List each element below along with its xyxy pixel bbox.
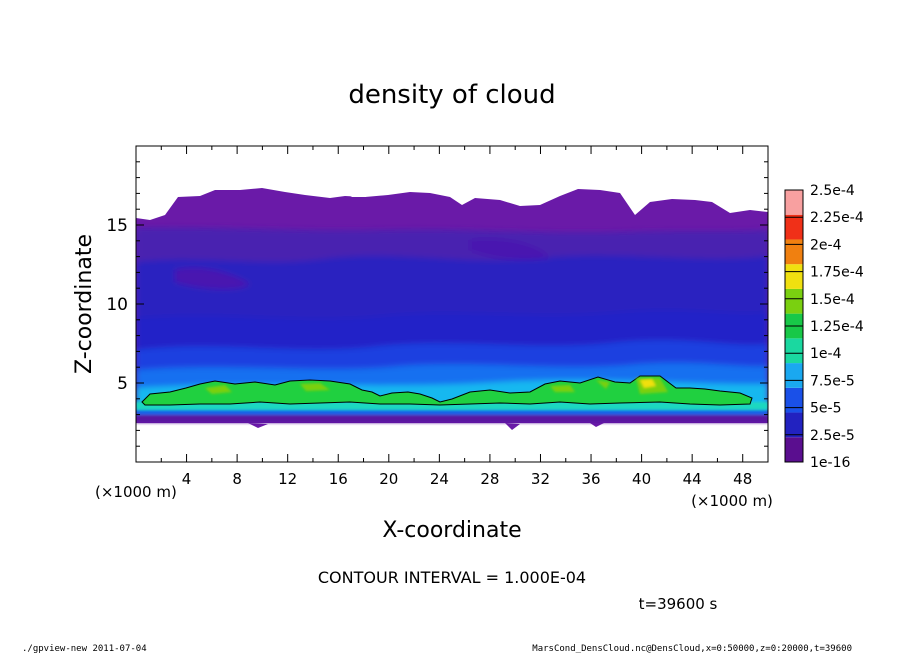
- cloud-gap: [698, 173, 722, 187]
- y-unit-label-secondary: (×1000 m): [691, 492, 773, 510]
- y-tick-label: 15: [106, 216, 128, 236]
- x-tick-label: 48: [733, 470, 752, 488]
- colorbar-swatch: [785, 363, 803, 388]
- colorbar-swatch: [785, 412, 803, 438]
- colorbar-swatch: [785, 264, 803, 289]
- footer-right: MarsCond_DensCloud.nc@DensCloud,x=0:5000…: [532, 644, 852, 654]
- colorbar-swatch: [785, 437, 803, 462]
- colorbar-label: 1e-16: [810, 455, 850, 471]
- x-axis-label: X-coordinate: [382, 518, 521, 543]
- y-axis-label: Z-coordinate: [72, 234, 97, 374]
- colorbar-label: 2.5e-4: [810, 183, 855, 199]
- colorbar-swatch: [785, 387, 803, 413]
- colorbar-label: 1e-4: [810, 346, 842, 362]
- x-tick-label: 36: [581, 470, 600, 488]
- y-axis: 5 10 15: [106, 161, 768, 447]
- y-tick-label: 5: [117, 374, 128, 394]
- colorbar-swatch: [785, 214, 803, 240]
- x-tick-label: 24: [430, 470, 449, 488]
- colorbar-swatch: [785, 338, 803, 364]
- x-tick-label: 12: [278, 470, 297, 488]
- colorbar-label: 1.25e-4: [810, 319, 864, 335]
- contour-interval-text: CONTOUR INTERVAL = 1.000E-04: [318, 568, 586, 587]
- x-tick-label: 8: [232, 470, 242, 488]
- x-unit-label: (×1000 m): [95, 483, 177, 501]
- colorbar-label: 7.5e-5: [810, 373, 855, 389]
- chart-title: density of cloud: [348, 80, 555, 110]
- footer-left: ./gpview-new 2011-07-04: [22, 644, 147, 654]
- x-tick-label: 28: [480, 470, 499, 488]
- colorbar-label: 2.5e-5: [810, 428, 855, 444]
- x-tick-label: 4: [182, 470, 192, 488]
- heatmap-field: [136, 146, 768, 462]
- colorbar-label: 1.5e-4: [810, 292, 855, 308]
- time-label: t=39600 s: [639, 595, 718, 613]
- colorbar-swatch: [785, 239, 803, 265]
- colorbar-label: 2.25e-4: [810, 210, 864, 226]
- colorbar-swatch: [785, 288, 803, 314]
- y-tick-label: 10: [106, 295, 128, 315]
- colorbar: 1e-16 2.5e-5 5e-5 7.5e-5 1e-4 1.25e-4 1.5e-4 1.…: [784, 183, 864, 471]
- colorbar-label: 2e-4: [810, 237, 842, 253]
- x-tick-label: 20: [379, 470, 398, 488]
- x-tick-label: 40: [632, 470, 651, 488]
- contour-peak-layer: [142, 376, 752, 405]
- x-tick-label: 32: [531, 470, 550, 488]
- x-tick-label: 44: [683, 470, 702, 488]
- colorbar-label: 5e-5: [810, 401, 841, 417]
- colorbar-swatch: [785, 190, 803, 215]
- colorbar-label: 1.75e-4: [810, 265, 864, 281]
- cloud-gap: [340, 176, 368, 197]
- x-axis: 4 8 12 16 20 24 28 32 36 40 44 48: [160, 146, 752, 488]
- contour-line: [141, 375, 753, 406]
- x-tick-label: 16: [329, 470, 348, 488]
